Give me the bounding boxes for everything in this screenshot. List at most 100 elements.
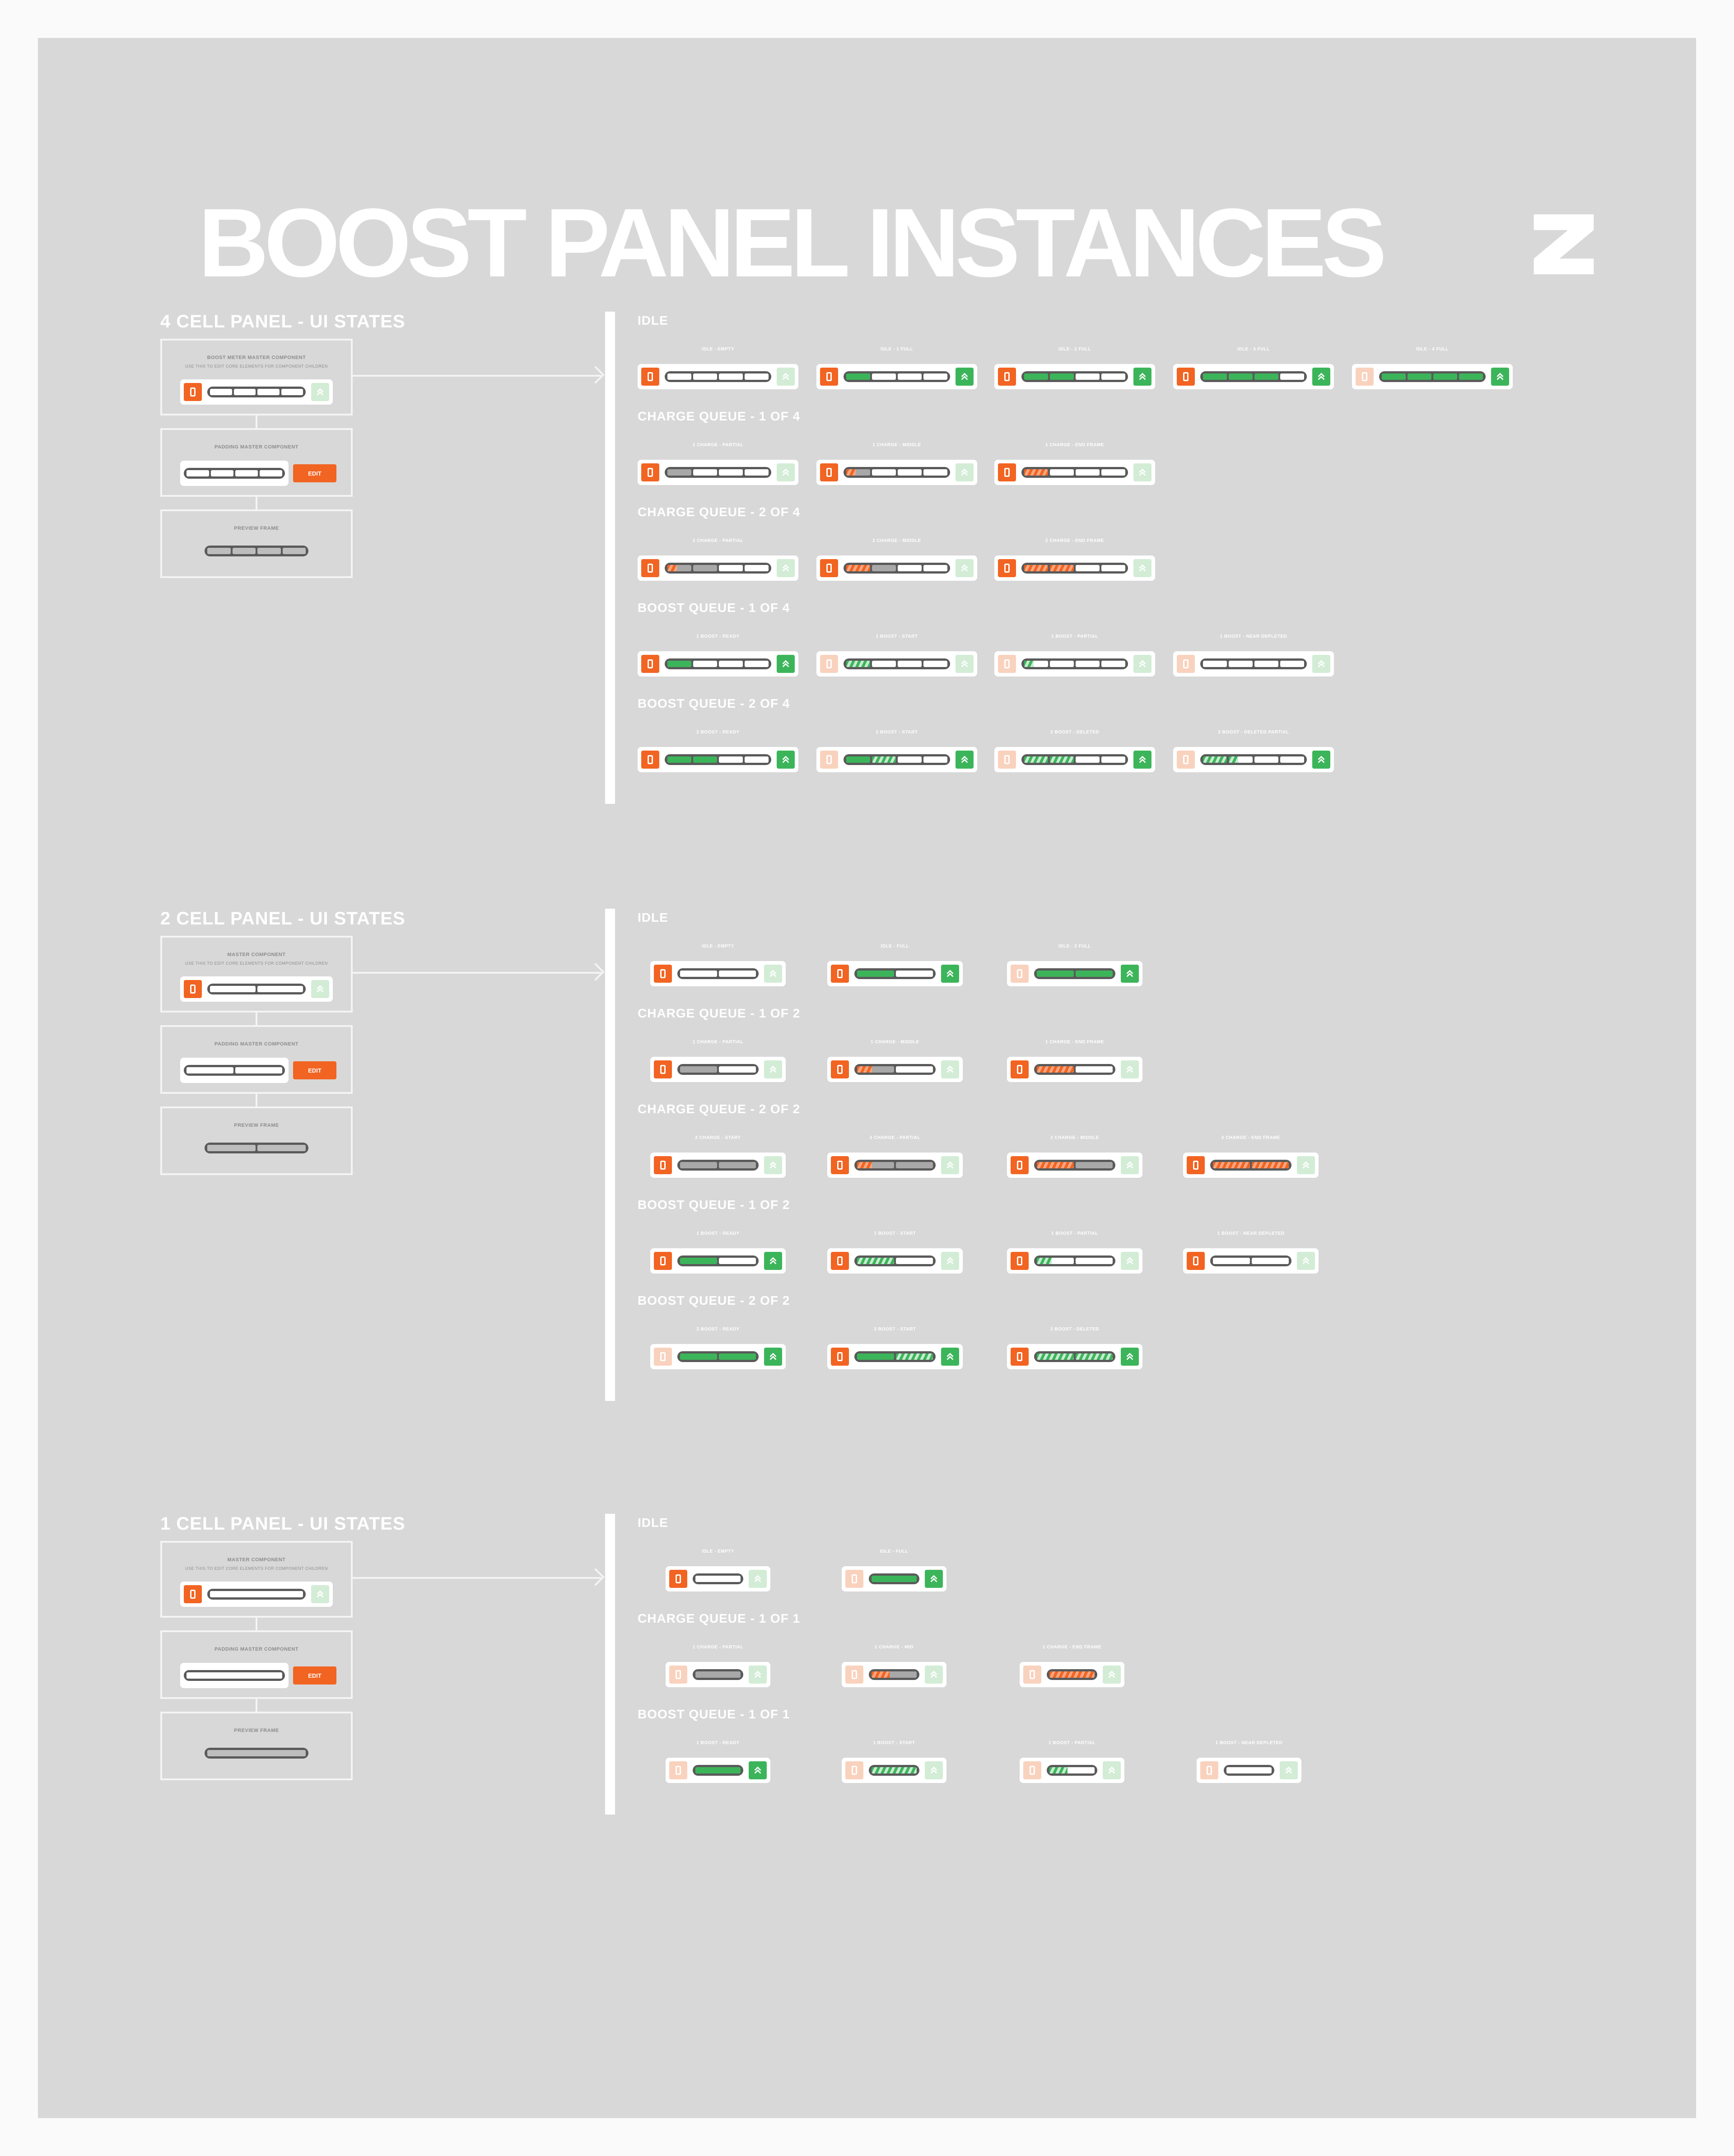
charge-button[interactable] [1011, 1060, 1029, 1078]
boost-panel[interactable] [816, 364, 977, 389]
boost-button[interactable] [1297, 1156, 1315, 1174]
charge-button[interactable] [998, 559, 1016, 577]
charge-button[interactable] [1177, 751, 1195, 769]
charge-button[interactable] [641, 751, 659, 769]
boost-button[interactable] [1133, 463, 1151, 481]
boost-panel[interactable] [666, 1662, 770, 1687]
boost-panel[interactable] [1007, 1248, 1142, 1274]
charge-button[interactable] [831, 1252, 849, 1270]
boost-panel[interactable] [1352, 364, 1513, 389]
charge-button[interactable] [669, 1666, 687, 1684]
charge-button[interactable] [1187, 1252, 1205, 1270]
boost-button[interactable] [1312, 655, 1330, 673]
boost-button[interactable] [956, 751, 974, 769]
boost-panel[interactable] [1020, 1758, 1124, 1783]
boost-panel[interactable] [638, 364, 798, 389]
boost-button[interactable] [1280, 1761, 1298, 1779]
boost-panel[interactable] [180, 379, 333, 405]
boost-panel[interactable] [1173, 364, 1334, 389]
boost-button[interactable] [1103, 1666, 1121, 1684]
charge-button[interactable] [820, 655, 838, 673]
boost-button[interactable] [1121, 1060, 1139, 1078]
boost-panel[interactable] [638, 747, 798, 772]
boost-button[interactable] [1133, 751, 1151, 769]
boost-button[interactable] [1312, 368, 1330, 386]
charge-button[interactable] [998, 655, 1016, 673]
charge-button[interactable] [998, 368, 1016, 386]
boost-button[interactable] [777, 751, 795, 769]
boost-button[interactable] [764, 1156, 782, 1174]
charge-button[interactable] [820, 463, 838, 481]
charge-button[interactable] [641, 463, 659, 481]
boost-panel[interactable] [994, 555, 1155, 581]
boost-panel[interactable] [842, 1662, 946, 1687]
boost-button[interactable] [925, 1666, 943, 1684]
charge-button[interactable] [998, 751, 1016, 769]
boost-button[interactable] [956, 655, 974, 673]
charge-button[interactable] [654, 1060, 672, 1078]
boost-panel[interactable] [994, 747, 1155, 772]
boost-panel[interactable] [827, 1344, 963, 1369]
boost-button[interactable] [1491, 368, 1509, 386]
boost-button[interactable] [777, 368, 795, 386]
boost-button[interactable] [764, 965, 782, 983]
boost-button[interactable] [956, 368, 974, 386]
boost-button[interactable] [1133, 655, 1151, 673]
charge-button[interactable] [654, 1348, 672, 1366]
boost-panel[interactable] [827, 1248, 963, 1274]
boost-button[interactable] [1312, 751, 1330, 769]
boost-panel[interactable] [180, 1663, 289, 1688]
boost-panel[interactable] [180, 1582, 333, 1607]
charge-button[interactable] [184, 1585, 202, 1603]
boost-button[interactable] [941, 1252, 959, 1270]
boost-panel[interactable] [1183, 1153, 1319, 1178]
charge-button[interactable] [1200, 1761, 1218, 1779]
charge-button[interactable] [1023, 1666, 1041, 1684]
boost-panel[interactable] [1173, 747, 1334, 772]
charge-button[interactable] [641, 368, 659, 386]
boost-panel[interactable] [842, 1566, 946, 1591]
charge-button[interactable] [820, 751, 838, 769]
boost-panel[interactable] [1197, 1758, 1301, 1783]
boost-button[interactable] [777, 463, 795, 481]
charge-button[interactable] [831, 1156, 849, 1174]
boost-button[interactable] [749, 1666, 767, 1684]
edit-button[interactable]: EDIT [293, 1666, 336, 1685]
charge-button[interactable] [831, 1348, 849, 1366]
boost-panel[interactable] [1173, 651, 1334, 677]
boost-button[interactable] [311, 1585, 329, 1603]
charge-button[interactable] [845, 1761, 863, 1779]
charge-button[interactable] [669, 1761, 687, 1779]
boost-panel[interactable] [816, 651, 977, 677]
charge-button[interactable] [831, 965, 849, 983]
boost-button[interactable] [956, 559, 974, 577]
charge-button[interactable] [184, 383, 202, 401]
charge-button[interactable] [641, 559, 659, 577]
boost-panel[interactable] [994, 651, 1155, 677]
boost-panel[interactable] [1020, 1662, 1124, 1687]
charge-button[interactable] [1011, 965, 1029, 983]
boost-panel[interactable] [650, 961, 786, 986]
boost-button[interactable] [956, 463, 974, 481]
boost-panel[interactable] [816, 747, 977, 772]
boost-panel[interactable] [994, 364, 1155, 389]
charge-button[interactable] [641, 655, 659, 673]
charge-button[interactable] [1177, 368, 1195, 386]
boost-panel[interactable] [1007, 1344, 1142, 1369]
charge-button[interactable] [1356, 368, 1374, 386]
boost-panel[interactable] [1007, 1057, 1142, 1082]
boost-button[interactable] [1121, 1252, 1139, 1270]
boost-button[interactable] [925, 1570, 943, 1588]
boost-button[interactable] [764, 1060, 782, 1078]
charge-button[interactable] [1011, 1348, 1029, 1366]
boost-panel[interactable] [1007, 961, 1142, 986]
boost-panel[interactable] [1183, 1248, 1319, 1274]
charge-button[interactable] [654, 965, 672, 983]
charge-button[interactable] [1187, 1156, 1205, 1174]
boost-button[interactable] [1103, 1761, 1121, 1779]
boost-panel[interactable] [666, 1758, 770, 1783]
charge-button[interactable] [998, 463, 1016, 481]
boost-panel[interactable] [816, 555, 977, 581]
boost-button[interactable] [311, 383, 329, 401]
boost-panel[interactable] [180, 461, 289, 486]
